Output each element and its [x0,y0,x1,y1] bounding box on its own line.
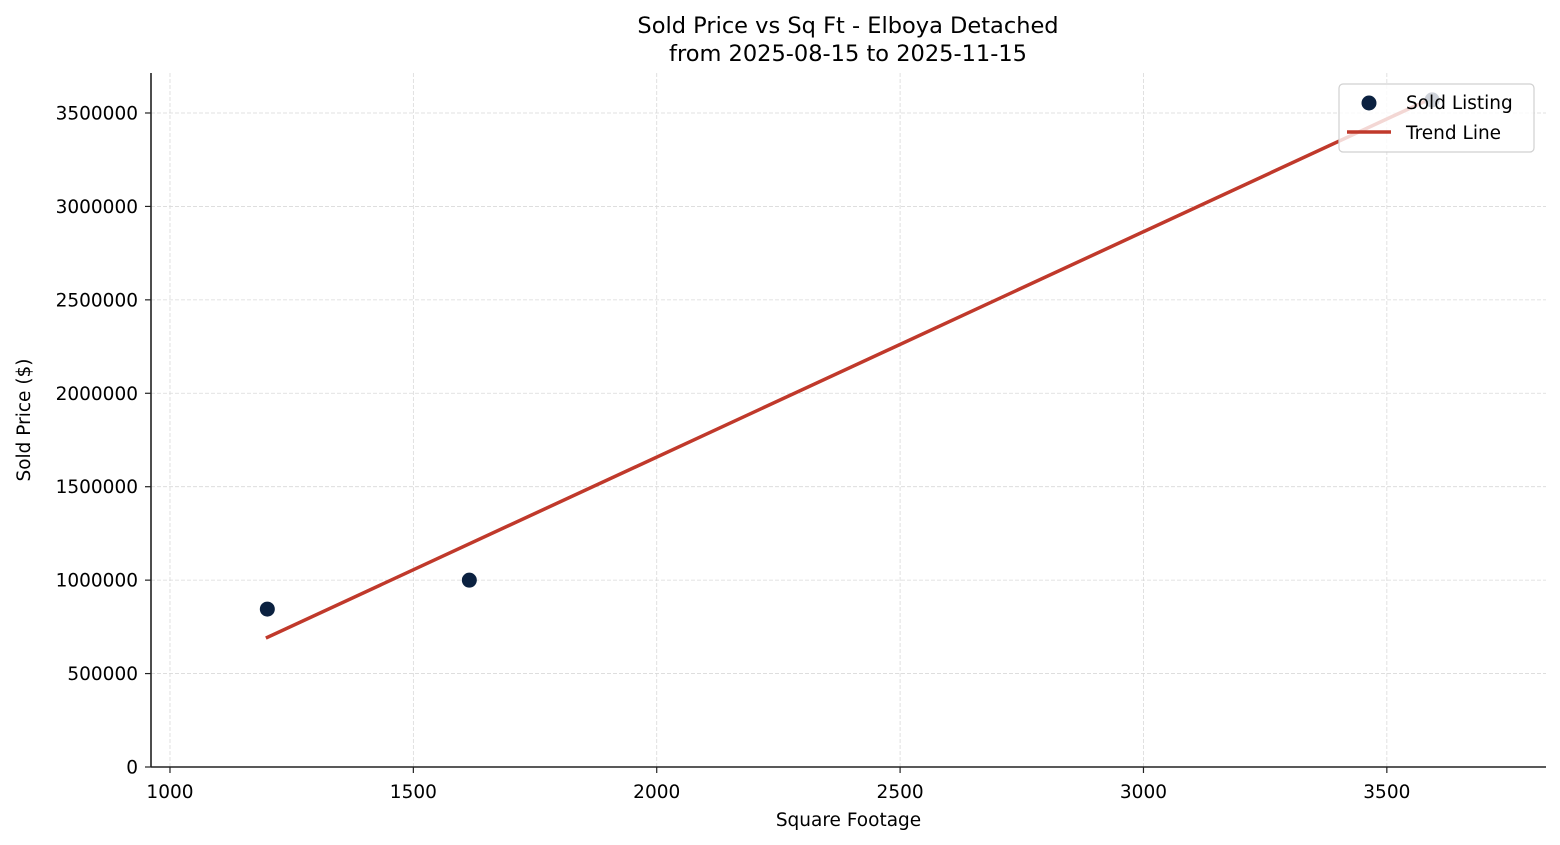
chart-title-line2: from 2025-08-15 to 2025-11-15 [669,41,1027,67]
y-tick-label: 1500000 [56,477,138,498]
legend-marker-scatter [1361,95,1377,111]
trend-line [265,96,1433,640]
y-tick-label: 0 [126,758,138,779]
data-point [461,572,477,588]
legend: Sold Listing Trend Line [1338,83,1535,153]
legend-label-sold-listing: Sold Listing [1406,93,1513,114]
chart-title: Sold Price vs Sq Ft - Elboya Detached fr… [0,12,1560,68]
y-axis-label: Sold Price ($) [14,358,35,481]
series-layer [259,92,1440,640]
legend-label-trend-line: Trend Line [1405,123,1501,144]
x-tick-label: 2000 [633,782,680,803]
x-tick-label: 1000 [146,782,193,803]
axes: 1000 1500 2000 2500 3000 3500 0 500000 1000000 15… [14,73,1546,831]
y-tick-label: 1000000 [56,571,138,592]
y-tick-label: 500000 [67,664,138,685]
x-tick-label: 3000 [1120,782,1167,803]
legend-box [1338,83,1535,153]
chart-title-line1: Sold Price vs Sq Ft - Elboya Detached [637,13,1059,39]
x-axis-label: Square Footage [776,810,921,831]
y-tick-label: 2000000 [56,384,138,405]
grid-lines [151,73,1546,768]
y-tick-label: 3500000 [56,103,138,124]
y-tick-label: 3000000 [56,197,138,218]
data-point [259,601,275,617]
y-tick-label: 2500000 [56,290,138,311]
x-tick-label: 1500 [390,782,437,803]
x-tick-label: 3500 [1363,782,1410,803]
x-tick-label: 2500 [877,782,924,803]
